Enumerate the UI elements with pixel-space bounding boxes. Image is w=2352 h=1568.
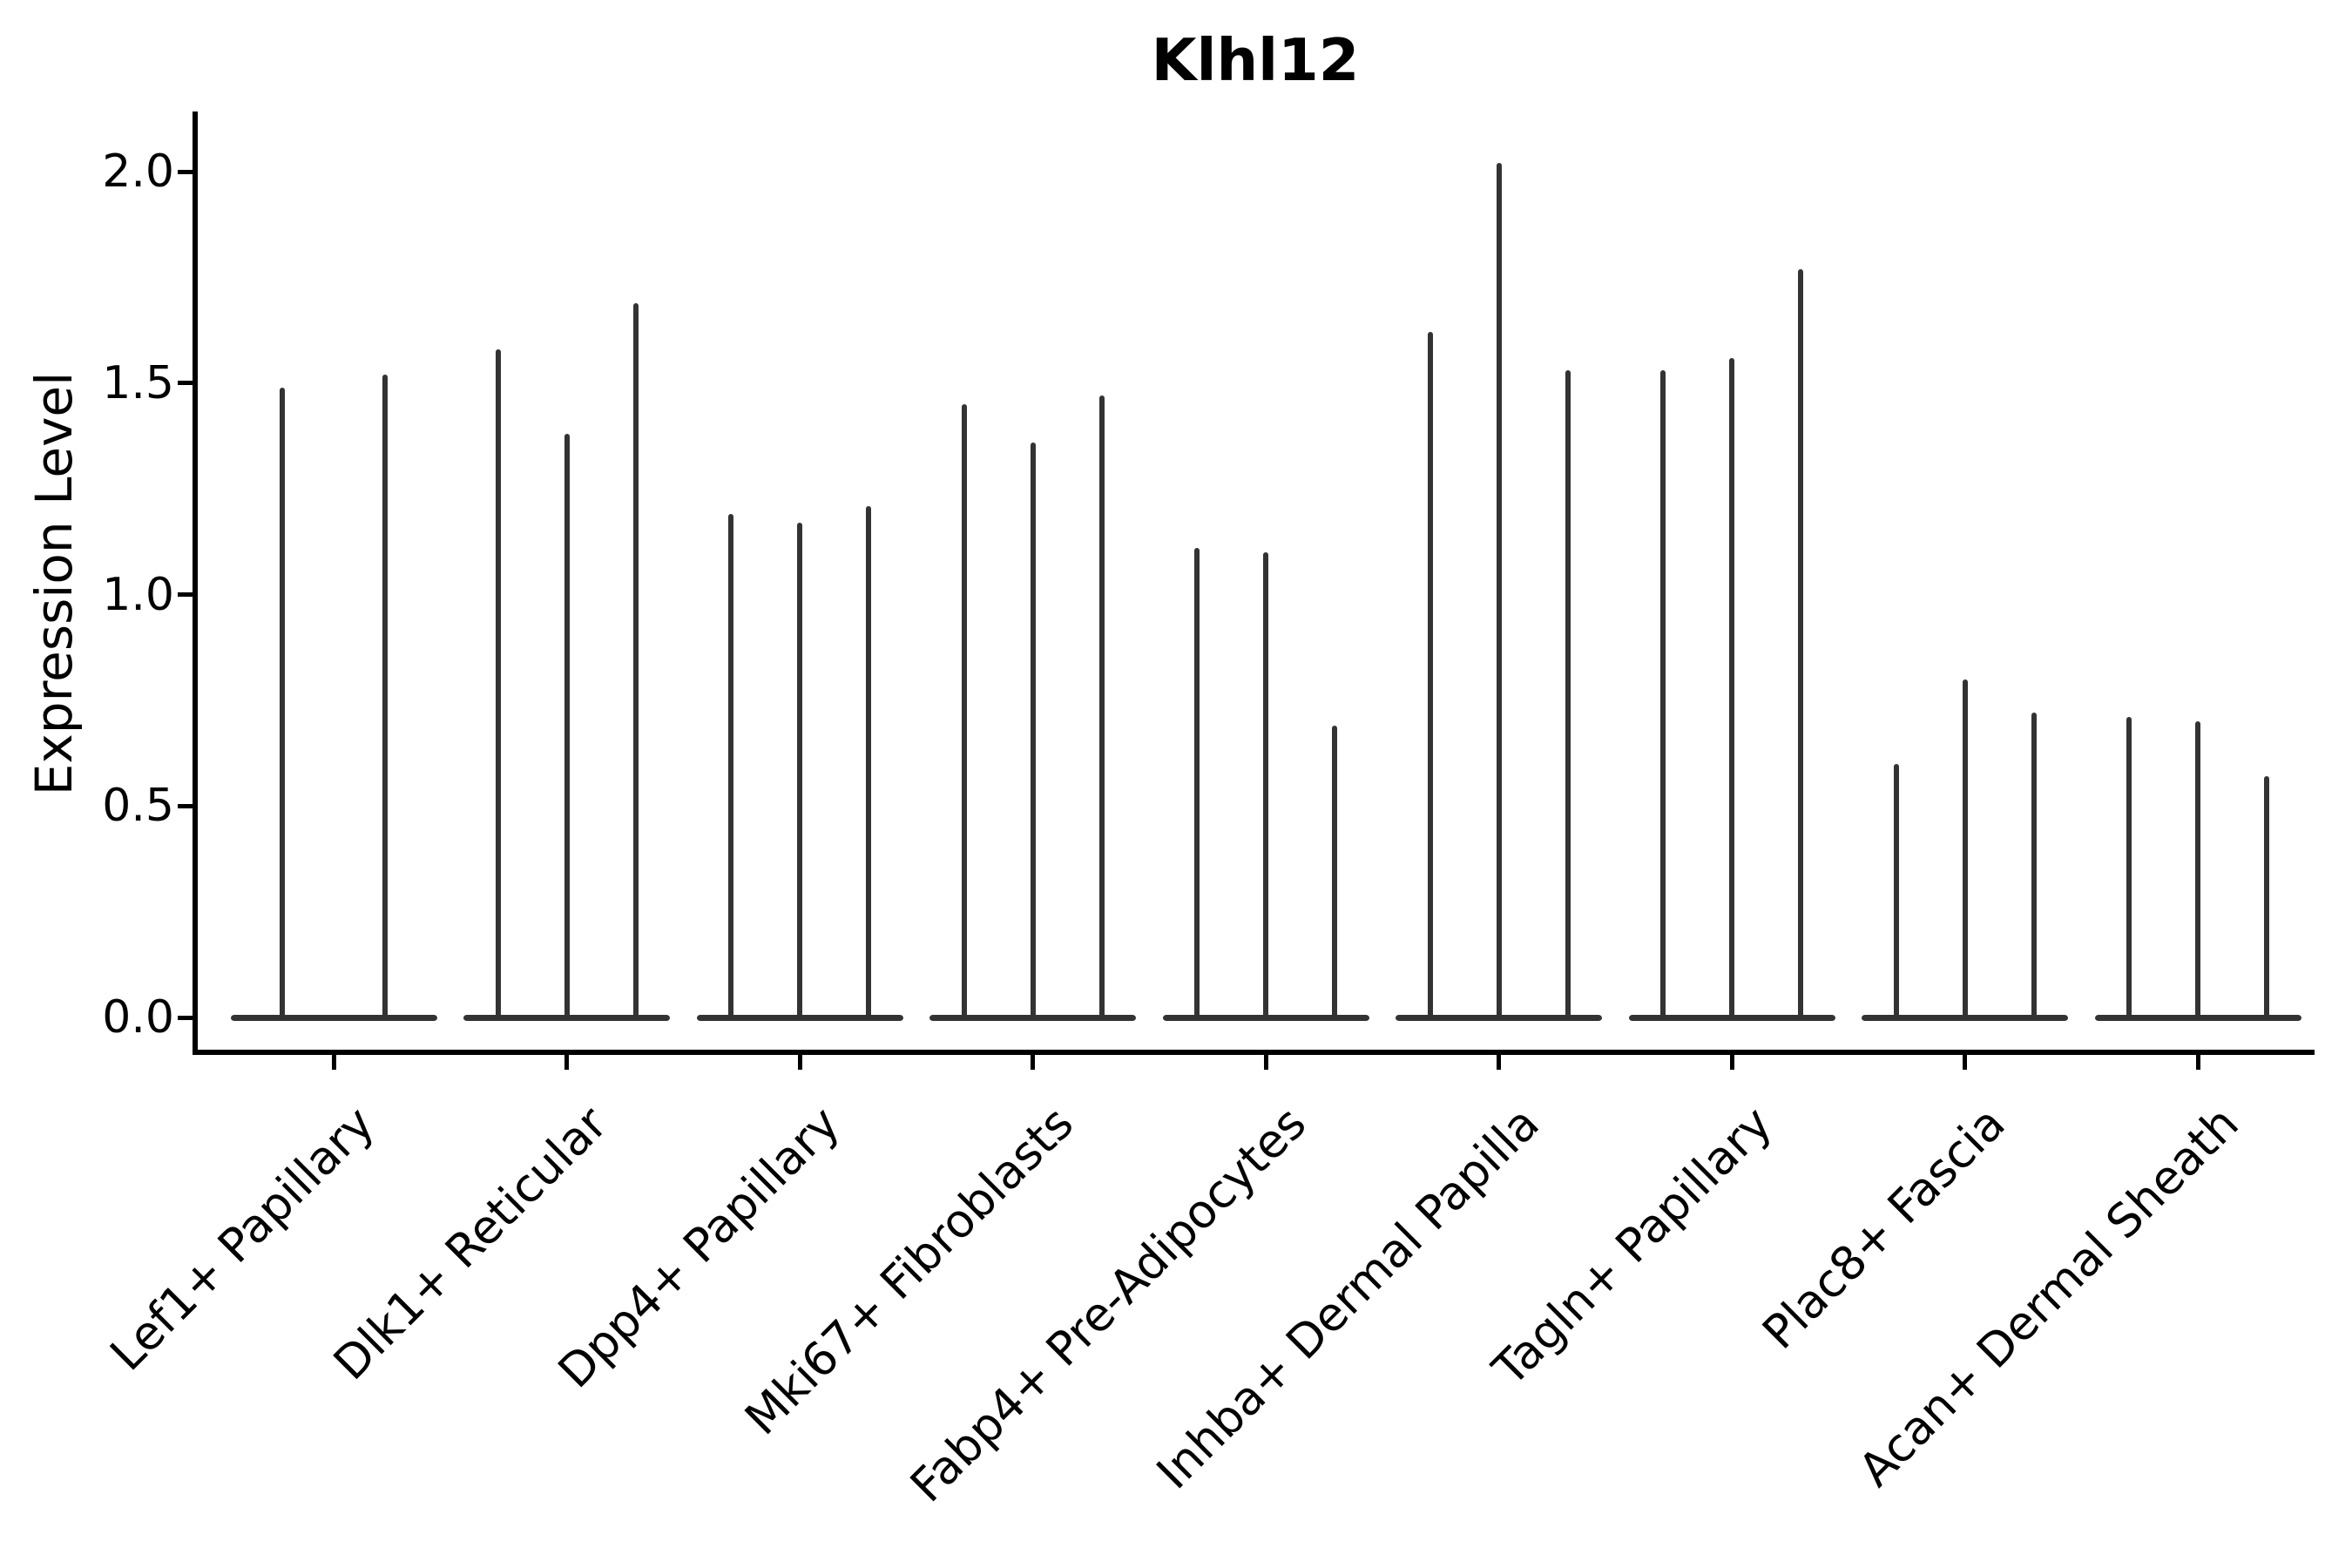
violin-base bbox=[2094, 1014, 2301, 1021]
violin-spike bbox=[1098, 395, 1105, 1016]
violin-spike bbox=[2195, 721, 2200, 1016]
violin-spike bbox=[1962, 679, 1968, 1016]
x-tick bbox=[1729, 1055, 1734, 1070]
violin-base bbox=[929, 1014, 1136, 1021]
x-tick-label: Plac8+ Fascia bbox=[1753, 1097, 2016, 1360]
x-tick-label: Inhba+ Dermal Papilla bbox=[1146, 1097, 1550, 1500]
y-tick-label: 0.0 bbox=[102, 991, 174, 1044]
y-tick bbox=[178, 592, 193, 597]
y-tick-label: 1.5 bbox=[102, 356, 174, 409]
violin-spike bbox=[1263, 551, 1268, 1016]
violin-spike bbox=[1332, 726, 1337, 1016]
violin-spike bbox=[1496, 163, 1502, 1016]
violin-base bbox=[1628, 1014, 1835, 1021]
violin-spike bbox=[1565, 370, 1571, 1016]
violin-spike bbox=[1660, 370, 1666, 1016]
violin-spike bbox=[1729, 357, 1734, 1016]
violin-spike bbox=[961, 404, 967, 1016]
x-tick bbox=[2195, 1055, 2200, 1070]
y-axis-spine bbox=[193, 112, 198, 1055]
y-tick bbox=[178, 169, 193, 174]
x-tick bbox=[1497, 1055, 1501, 1070]
violin-spike bbox=[2264, 776, 2269, 1016]
violin-spike bbox=[564, 434, 570, 1016]
violin-base bbox=[1162, 1014, 1369, 1021]
x-tick bbox=[331, 1055, 336, 1070]
y-tick bbox=[178, 381, 193, 386]
violin-base bbox=[696, 1014, 903, 1021]
x-tick-label: Acan+ Dermal Sheath bbox=[1848, 1097, 2249, 1497]
x-tick bbox=[1963, 1055, 1967, 1070]
x-tick bbox=[1031, 1055, 1035, 1070]
y-tick bbox=[178, 803, 193, 808]
x-tick bbox=[564, 1055, 569, 1070]
violin-base bbox=[230, 1014, 437, 1021]
x-axis-spine bbox=[193, 1050, 2315, 1055]
violin-spike bbox=[632, 302, 639, 1016]
violin-spike bbox=[495, 348, 501, 1016]
x-tick bbox=[1263, 1055, 1268, 1070]
y-tick bbox=[178, 1015, 193, 1020]
x-tick-label: Fabp4+ Pre-Adipocytes bbox=[901, 1097, 1317, 1513]
x-tick bbox=[797, 1055, 802, 1070]
violin-spike bbox=[797, 522, 802, 1016]
violin-spike bbox=[1194, 548, 1200, 1016]
violin-base bbox=[1862, 1014, 2068, 1021]
y-tick-label: 2.0 bbox=[102, 145, 174, 198]
violin-spike bbox=[280, 387, 285, 1016]
violin-spike bbox=[728, 514, 733, 1016]
y-tick-label: 0.5 bbox=[102, 780, 174, 833]
violin-spike bbox=[866, 505, 871, 1016]
violin-spike bbox=[1893, 763, 1899, 1016]
violin-spike bbox=[1030, 442, 1036, 1016]
violin-base bbox=[1396, 1014, 1602, 1021]
y-tick-label: 1.0 bbox=[102, 568, 174, 621]
violin-spike bbox=[382, 375, 388, 1016]
violin-spike bbox=[2126, 717, 2132, 1016]
violin-spike bbox=[1798, 268, 1803, 1016]
violin-spike bbox=[2031, 713, 2037, 1016]
chart-title: Klhl12 bbox=[1151, 26, 1360, 94]
violin-spike bbox=[1427, 332, 1433, 1016]
violin-base bbox=[463, 1014, 670, 1021]
